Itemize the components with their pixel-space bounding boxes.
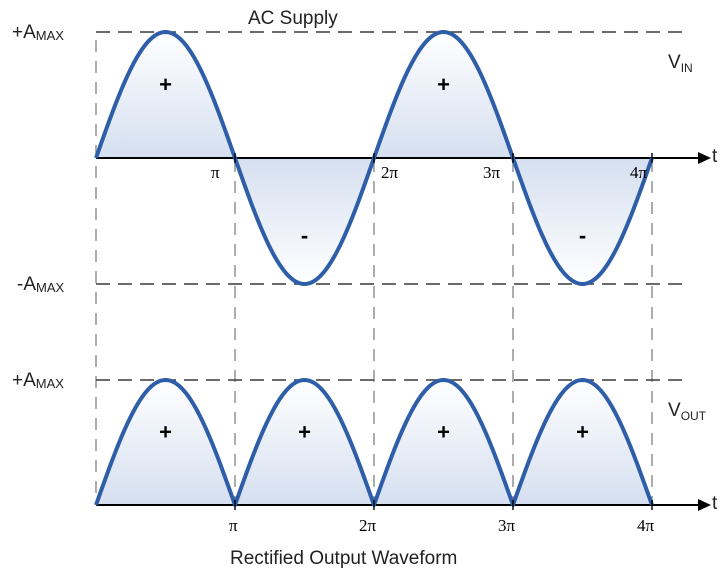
input-ticks: π 2π 3π 4π xyxy=(211,153,653,182)
input-wave-fill xyxy=(96,32,652,284)
tick-label: 2π xyxy=(359,516,377,535)
tick-label: 3π xyxy=(483,163,501,182)
minus-sign: - xyxy=(301,223,308,248)
output-time-axis xyxy=(96,499,711,511)
output-lobe-fill xyxy=(374,380,513,505)
plus-sign: + xyxy=(159,420,172,445)
tick-label: 4π xyxy=(630,163,648,182)
tick-label: 4π xyxy=(637,516,655,535)
input-time-axis xyxy=(96,152,711,164)
ac-supply-title: AC Supply xyxy=(248,8,338,29)
tick-label: π xyxy=(211,163,220,182)
neg-max-label-top: -AMAX xyxy=(17,274,65,295)
output-waveform-title: Rectified Output Waveform xyxy=(230,548,457,569)
t-label-bottom: t xyxy=(712,493,718,514)
plus-sign: + xyxy=(298,420,311,445)
input-polarity-signs: + - + - xyxy=(159,72,586,248)
minus-sign: - xyxy=(579,223,586,248)
output-wave-fill xyxy=(96,380,652,505)
output-lobe-fill xyxy=(513,380,652,505)
vout-label: VOUT xyxy=(668,400,707,423)
tick-label: 2π xyxy=(381,163,399,182)
plus-sign: + xyxy=(576,420,589,445)
vertical-guides xyxy=(95,40,653,505)
pos-max-label-top: +AMAX xyxy=(12,22,64,43)
plus-sign: + xyxy=(437,420,450,445)
output-ticks: π 2π 3π 4π xyxy=(229,500,655,535)
tick-label: π xyxy=(229,516,238,535)
plus-sign: + xyxy=(159,72,172,97)
t-label-top: t xyxy=(712,146,718,167)
input-lobe-fill xyxy=(374,32,513,158)
plus-sign: + xyxy=(437,72,450,97)
vin-label: VIN xyxy=(668,52,693,75)
output-lobe-fill xyxy=(235,380,374,505)
pos-max-label-bottom: +AMAX xyxy=(12,370,64,391)
input-lobe-fill xyxy=(96,32,235,158)
output-lobe-fill xyxy=(96,380,235,505)
output-polarity-signs: + + + + xyxy=(159,420,589,445)
tick-label: 3π xyxy=(498,516,516,535)
input-lobe-fill xyxy=(513,158,652,284)
input-lobe-fill xyxy=(235,158,374,284)
